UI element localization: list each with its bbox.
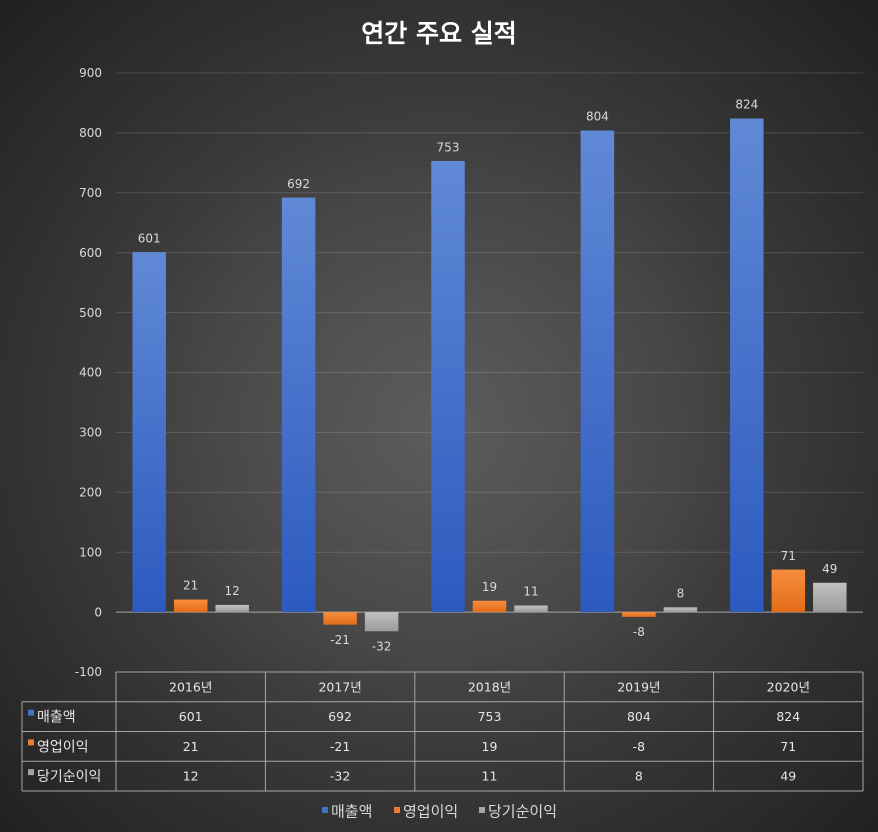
net-income-bar-2020: [813, 582, 847, 613]
operating-profit-bar-2020: [771, 569, 806, 613]
operating-profit-bar-2019: [622, 612, 656, 617]
operating-profit-bar-2017: [323, 612, 357, 625]
net-income-data-label-2018: 11: [523, 585, 538, 599]
legend-label-net-income: 당기순이익: [488, 802, 557, 820]
legend-label-operating-profit: 영업이익: [403, 802, 458, 820]
table-cell-operating-profit-2020: 71: [780, 739, 796, 754]
y-tick-label: -100: [75, 665, 102, 679]
legend-key-operating-profit: [394, 807, 400, 813]
sales-bar-2017: [281, 197, 316, 613]
table-cell-operating-profit-2018: 19: [482, 739, 498, 754]
operating-profit-data-label-2016: 21: [183, 579, 198, 593]
sales-data-label-2018: 753: [437, 140, 460, 154]
y-tick-label: 700: [79, 186, 102, 200]
table-cell-sales-2017: 692: [328, 709, 352, 724]
table-legend-key-net-income: [28, 769, 34, 776]
table-cell-net-income-2018: 11: [482, 769, 498, 784]
sales-bar-2020: [730, 118, 764, 613]
y-tick-label: 400: [79, 366, 102, 380]
net-income-data-label-2019: 8: [677, 587, 685, 601]
table-cell-net-income-2017: -32: [330, 769, 350, 784]
operating-profit-data-label-2017: -21: [330, 633, 350, 647]
y-tick-label: 500: [79, 306, 102, 320]
table-header-2019: 2019년: [617, 679, 660, 694]
table-cell-net-income-2020: 49: [780, 769, 796, 784]
table-row-label-net-income: 당기순이익: [37, 769, 101, 785]
table-cell-operating-profit-2016: 21: [183, 739, 199, 754]
operating-profit-data-label-2018: 19: [482, 580, 497, 594]
table-row-label-sales: 매출액: [37, 710, 76, 726]
net-income-data-label-2020: 49: [822, 562, 837, 576]
sales-bar-2019: [580, 130, 615, 613]
table-header-2018: 2018년: [468, 679, 511, 694]
sales-data-label-2020: 824: [735, 98, 758, 112]
table-cell-sales-2020: 824: [776, 709, 800, 724]
net-income-bar-2016: [215, 604, 249, 613]
y-tick-label: 800: [79, 126, 102, 140]
table-header-2017: 2017년: [318, 679, 361, 694]
table-cell-sales-2018: 753: [478, 709, 502, 724]
table-row-label-operating-profit: 영업이익: [37, 739, 89, 755]
table-cell-net-income-2016: 12: [183, 769, 199, 784]
chart-title: 연간 주요 실적: [361, 19, 516, 48]
table-cell-operating-profit-2019: -8: [633, 739, 646, 754]
y-tick-label: 600: [79, 246, 102, 260]
sales-data-label-2016: 601: [138, 231, 161, 245]
sales-bar-2018: [431, 161, 465, 613]
table-cell-sales-2019: 804: [627, 709, 651, 724]
table-cell-operating-profit-2017: -21: [330, 739, 350, 754]
table-header-2020: 2020년: [767, 679, 810, 694]
legend-key-sales: [322, 807, 328, 813]
operating-profit-data-label-2020: 71: [781, 549, 796, 563]
table-cell-net-income-2019: 8: [635, 769, 643, 784]
sales-data-label-2019: 804: [586, 110, 609, 124]
sales-data-label-2017: 692: [287, 177, 310, 191]
net-income-data-label-2016: 12: [225, 584, 240, 598]
net-income-data-label-2017: -32: [372, 639, 392, 653]
operating-profit-data-label-2019: -8: [633, 625, 645, 639]
operating-profit-bar-2018: [472, 600, 507, 613]
table-header-2016: 2016년: [169, 679, 212, 694]
table-legend-key-operating-profit: [28, 739, 34, 746]
table-legend-key-sales: [28, 709, 34, 716]
legend-key-net-income: [479, 807, 485, 813]
y-tick-label: 0: [94, 605, 102, 619]
net-income-bar-2017: [364, 612, 399, 632]
sales-bar-2016: [132, 252, 166, 613]
y-tick-label: 300: [79, 426, 102, 440]
operating-profit-bar-2016: [173, 599, 208, 613]
net-income-bar-2019: [663, 607, 698, 613]
legend-label-sales: 매출액: [331, 802, 372, 820]
table-cell-sales-2016: 601: [179, 709, 203, 724]
y-tick-label: 900: [79, 66, 102, 80]
net-income-bar-2018: [514, 605, 548, 613]
y-tick-label: 100: [79, 545, 102, 559]
y-tick-label: 200: [79, 486, 102, 500]
